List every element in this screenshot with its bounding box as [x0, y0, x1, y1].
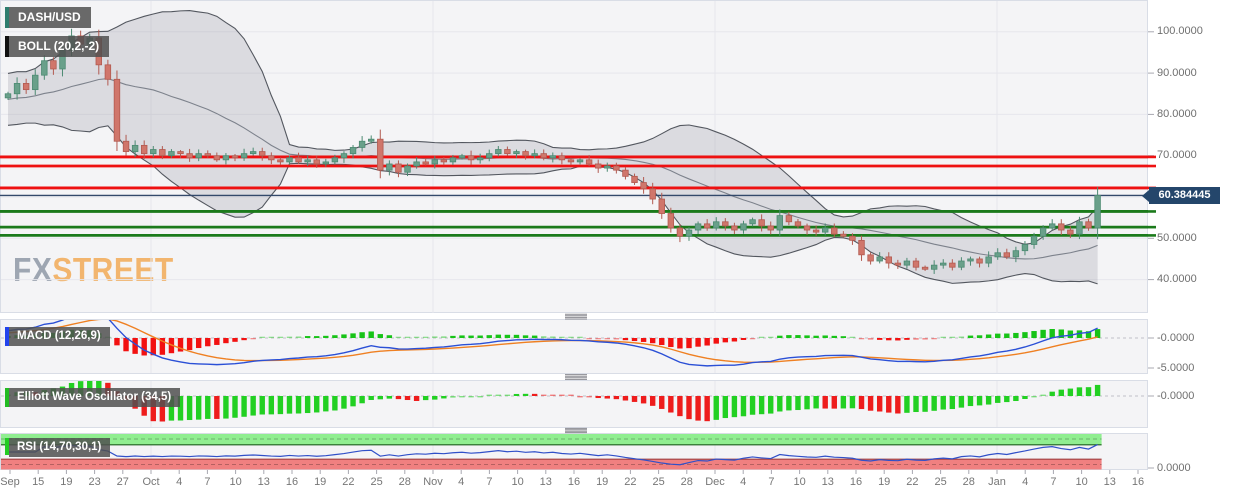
- macd-axis-label: -0.0000: [1157, 331, 1195, 344]
- macd-indicator-label: MACD (12,26,9): [9, 327, 110, 346]
- macd-signal-line: [7, 320, 1098, 363]
- x-axis-label: 28: [962, 476, 975, 488]
- x-axis-label: 23: [88, 476, 101, 488]
- x-axis-label: 28: [680, 476, 693, 488]
- y-axis-label: 50.0000: [1157, 231, 1197, 244]
- x-axis-label: Sep: [0, 476, 20, 488]
- x-axis-label: 22: [624, 476, 637, 488]
- macd-line: [7, 320, 1098, 367]
- x-axis-label: 25: [934, 476, 947, 488]
- y-axis-label: 40.0000: [1157, 273, 1197, 286]
- y-axis-label: 80.0000: [1157, 107, 1197, 120]
- y-axis-label: 70.0000: [1157, 149, 1197, 162]
- x-axis-label: 16: [1131, 476, 1145, 488]
- y-axis-label: 90.0000: [1157, 66, 1197, 79]
- candles-layer: [4, 28, 1101, 274]
- panel-resize-handle[interactable]: [565, 427, 587, 434]
- x-axis-label: 22: [342, 476, 355, 488]
- x-axis-label: 7: [768, 476, 775, 488]
- bollinger-band: [7, 10, 1099, 285]
- rsi-layer: [1, 434, 1102, 470]
- x-axis-label: 19: [596, 476, 609, 488]
- x-axis-label: 16: [849, 476, 863, 488]
- x-axis-label: 7: [204, 476, 211, 488]
- x-axis-label: 4: [176, 476, 183, 488]
- x-axis-label: 4: [740, 476, 747, 488]
- rsi-accent-bar: [5, 438, 9, 455]
- rsi-oversold-band: [1, 459, 1102, 470]
- x-axis-label: 25: [370, 476, 383, 488]
- panel-resize-handle[interactable]: [565, 313, 587, 320]
- x-axis-label: Oct: [142, 476, 160, 488]
- pair-accent-bar: [5, 7, 9, 28]
- x-axis-label: 4: [458, 476, 465, 488]
- ewo-accent-bar: [5, 388, 9, 407]
- x-axis-label: 10: [793, 476, 806, 488]
- x-axis-label: 16: [285, 476, 299, 488]
- x-axis-label: 16: [567, 476, 581, 488]
- time-scale[interactable]: Sep 15 19 23 27 Oct 4 7 10 13 16 19 22 25 28 Nov 4 7 10 13 1…: [0, 470, 1244, 496]
- x-axis-label: 13: [257, 476, 270, 488]
- x-axis-label: 13: [821, 476, 834, 488]
- x-axis-label: 7: [1050, 476, 1057, 488]
- boll-indicator-label: BOLL (20,2,-2): [9, 36, 110, 57]
- watermark-fx: FX: [13, 252, 53, 289]
- x-axis-label: Nov: [423, 476, 443, 488]
- x-axis-label: Jan: [988, 476, 1006, 488]
- badge-arrow-icon: [1142, 189, 1149, 202]
- price-scale[interactable]: 100.0000 90.0000 80.0000 70.0000 50.0000 40.0…: [1148, 0, 1244, 473]
- last-price-badge: 60.384445: [1142, 187, 1220, 204]
- x-axis-label: 25: [652, 476, 665, 488]
- macd-accent-bar: [5, 327, 9, 346]
- x-axis-label: 13: [1103, 476, 1116, 488]
- x-axis-label: 22: [906, 476, 919, 488]
- x-axis-label: 19: [314, 476, 327, 488]
- x-axis-label: 10: [229, 476, 242, 488]
- x-axis-label: 15: [32, 476, 45, 488]
- fxstreet-watermark: FXSTREET: [13, 252, 174, 290]
- x-axis-label: 27: [116, 476, 129, 488]
- x-axis-label: 10: [511, 476, 524, 488]
- x-axis-label: 19: [60, 476, 73, 488]
- x-axis-label: 19: [878, 476, 891, 488]
- rsi-indicator-label: RSI (14,70,30,1): [9, 438, 111, 457]
- rsi-axis-label: 0.0000: [1157, 461, 1191, 474]
- y-axis-label: 100.0000: [1157, 25, 1203, 38]
- boll-accent-bar: [5, 36, 9, 57]
- x-axis-label: 10: [1075, 476, 1088, 488]
- x-axis-label: 28: [398, 476, 411, 488]
- x-axis-label: 4: [1022, 476, 1029, 488]
- panel-resize-handle[interactable]: [565, 374, 587, 380]
- rsi-line: [8, 444, 1098, 466]
- macd-axis-label: -5.0000: [1157, 361, 1195, 374]
- ewo-axis-label: -0.0000: [1157, 389, 1195, 402]
- pair-label: DASH/USD: [9, 7, 91, 28]
- watermark-street: STREET: [52, 252, 174, 289]
- rsi-overbought-band: [1, 434, 1102, 445]
- badge-price-text: 60.384445: [1158, 189, 1211, 201]
- macd-layer: [1, 320, 1147, 367]
- x-axis-label: 7: [486, 476, 493, 488]
- x-axis-label: 13: [539, 476, 552, 488]
- axis-ticks: [9, 31, 1156, 474]
- x-axis-label: Dec: [705, 476, 725, 488]
- ewo-indicator-label: Elliott Wave Oscillator (34,5): [9, 388, 181, 407]
